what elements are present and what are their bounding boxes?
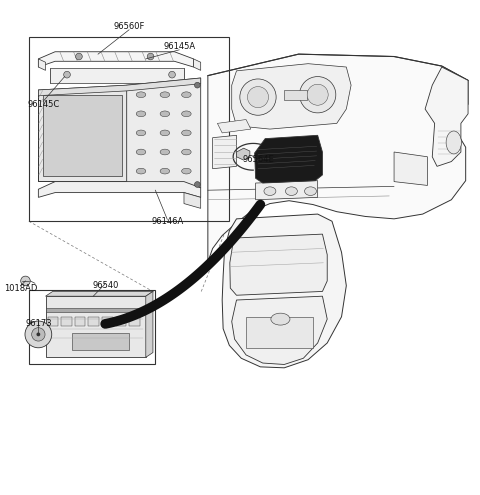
Bar: [29, 291, 156, 364]
Ellipse shape: [160, 168, 169, 174]
Circle shape: [240, 79, 276, 115]
Polygon shape: [237, 148, 250, 160]
Ellipse shape: [286, 187, 298, 196]
Ellipse shape: [160, 111, 169, 117]
Ellipse shape: [181, 92, 191, 98]
Ellipse shape: [136, 92, 146, 98]
Polygon shape: [255, 135, 323, 183]
Polygon shape: [208, 54, 468, 262]
Circle shape: [25, 321, 52, 348]
Polygon shape: [394, 152, 428, 186]
Ellipse shape: [136, 149, 146, 155]
Ellipse shape: [181, 149, 191, 155]
Text: 96145C: 96145C: [27, 100, 59, 109]
Bar: [72, 334, 129, 350]
Ellipse shape: [136, 130, 146, 136]
Polygon shape: [50, 68, 184, 83]
Text: 96540: 96540: [92, 281, 119, 290]
Circle shape: [76, 53, 82, 60]
Bar: [246, 317, 313, 348]
Text: 96560F: 96560F: [113, 22, 145, 31]
Circle shape: [36, 333, 40, 336]
Circle shape: [194, 82, 200, 88]
Circle shape: [168, 71, 175, 78]
Polygon shape: [232, 64, 351, 129]
Text: 1018AD: 1018AD: [4, 284, 37, 293]
Bar: [43, 95, 122, 176]
Ellipse shape: [181, 168, 191, 174]
Polygon shape: [230, 234, 327, 295]
Circle shape: [32, 328, 45, 341]
Bar: [48, 317, 59, 326]
Polygon shape: [46, 292, 153, 296]
Polygon shape: [222, 214, 346, 368]
Ellipse shape: [181, 111, 191, 117]
Polygon shape: [38, 182, 201, 198]
Bar: [129, 317, 140, 326]
Circle shape: [194, 182, 200, 187]
Circle shape: [64, 71, 71, 78]
Polygon shape: [193, 59, 201, 70]
Circle shape: [307, 84, 328, 105]
Ellipse shape: [446, 131, 461, 154]
Polygon shape: [255, 181, 318, 200]
Bar: [102, 317, 112, 326]
Ellipse shape: [271, 313, 290, 325]
Ellipse shape: [160, 92, 169, 98]
Polygon shape: [38, 52, 193, 67]
Polygon shape: [146, 292, 153, 357]
Polygon shape: [46, 296, 146, 357]
Ellipse shape: [160, 130, 169, 136]
Polygon shape: [38, 78, 201, 96]
Circle shape: [21, 276, 30, 286]
Polygon shape: [127, 78, 201, 188]
Polygon shape: [217, 120, 251, 133]
Bar: [46, 308, 146, 312]
Bar: [61, 317, 72, 326]
Text: 96146A: 96146A: [151, 217, 183, 226]
Polygon shape: [232, 296, 327, 364]
Circle shape: [248, 87, 268, 107]
Text: 96173: 96173: [25, 319, 52, 328]
Text: 96564E: 96564E: [242, 154, 274, 164]
Bar: [88, 317, 99, 326]
Ellipse shape: [304, 187, 316, 196]
Ellipse shape: [136, 111, 146, 117]
Polygon shape: [38, 59, 46, 70]
Circle shape: [147, 53, 154, 60]
Ellipse shape: [264, 187, 276, 196]
Text: 96145A: 96145A: [163, 43, 195, 51]
Ellipse shape: [181, 130, 191, 136]
Ellipse shape: [160, 149, 169, 155]
Bar: [29, 38, 229, 221]
Bar: [75, 317, 85, 326]
Polygon shape: [213, 135, 237, 169]
Circle shape: [300, 77, 336, 113]
Bar: [38, 90, 127, 181]
Polygon shape: [184, 193, 201, 208]
Bar: [284, 90, 307, 100]
Bar: [116, 317, 126, 326]
Ellipse shape: [136, 168, 146, 174]
Polygon shape: [425, 67, 468, 166]
